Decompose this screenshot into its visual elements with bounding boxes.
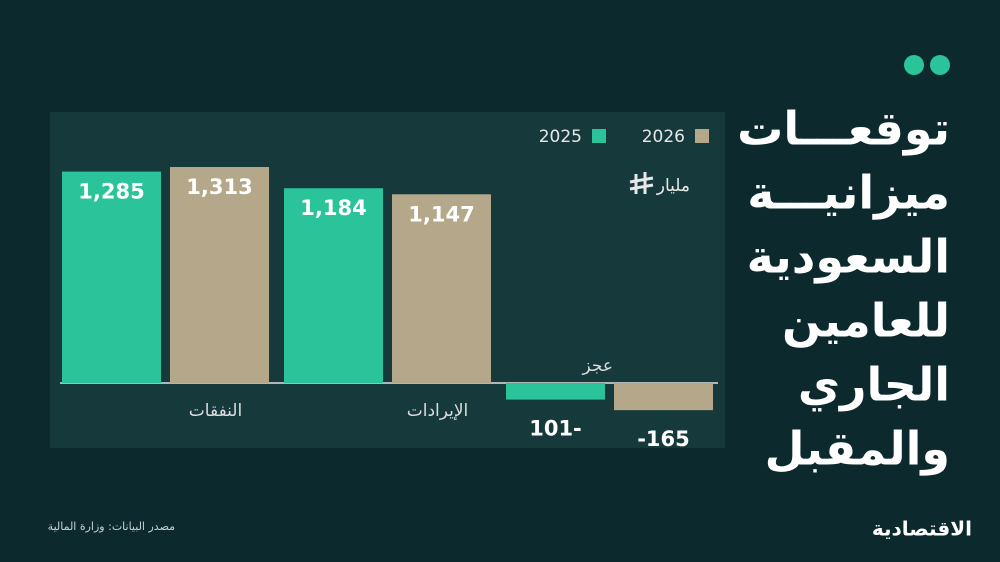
legend-label: 2025 (539, 127, 582, 147)
title-line: الجاري (798, 358, 950, 412)
title: توقعـــات ميزانيـــة السعودية للعامين الجاري… (737, 102, 950, 476)
bar (614, 383, 713, 411)
value-label: 1,285 (78, 180, 144, 204)
chart-panel (50, 112, 725, 448)
legend-swatch (592, 129, 606, 143)
source: مصدر البيانات: وزارة المالية (48, 520, 175, 533)
title-line: والمقبل (765, 422, 950, 476)
category-label: عجز (582, 356, 614, 376)
value-label: 101- (529, 417, 582, 441)
bar (284, 188, 383, 383)
decor-dot (930, 55, 950, 75)
value-label: 1,313 (186, 175, 252, 199)
title-line: ميزانيـــة (747, 166, 950, 220)
value-label: -165 (637, 427, 690, 451)
title-line: للعامين (782, 294, 950, 348)
bar (62, 171, 161, 383)
legend-swatch (695, 129, 709, 143)
value-label: 1,147 (408, 202, 474, 226)
bar (506, 383, 605, 400)
category-label: الإيرادات (407, 401, 469, 421)
title-line: السعودية (747, 230, 950, 284)
value-label: 1,184 (300, 196, 366, 220)
legend-label: 2026 (642, 127, 685, 147)
bar (392, 194, 491, 383)
riyal-symbol (629, 172, 654, 194)
bar (170, 167, 269, 383)
brand-logo: الاقتصادية (872, 517, 972, 541)
decor-dot (904, 55, 924, 75)
title-line: توقعـــات (737, 102, 950, 156)
category-label: النفقات (189, 401, 242, 421)
unit-label: مليار (656, 176, 690, 196)
